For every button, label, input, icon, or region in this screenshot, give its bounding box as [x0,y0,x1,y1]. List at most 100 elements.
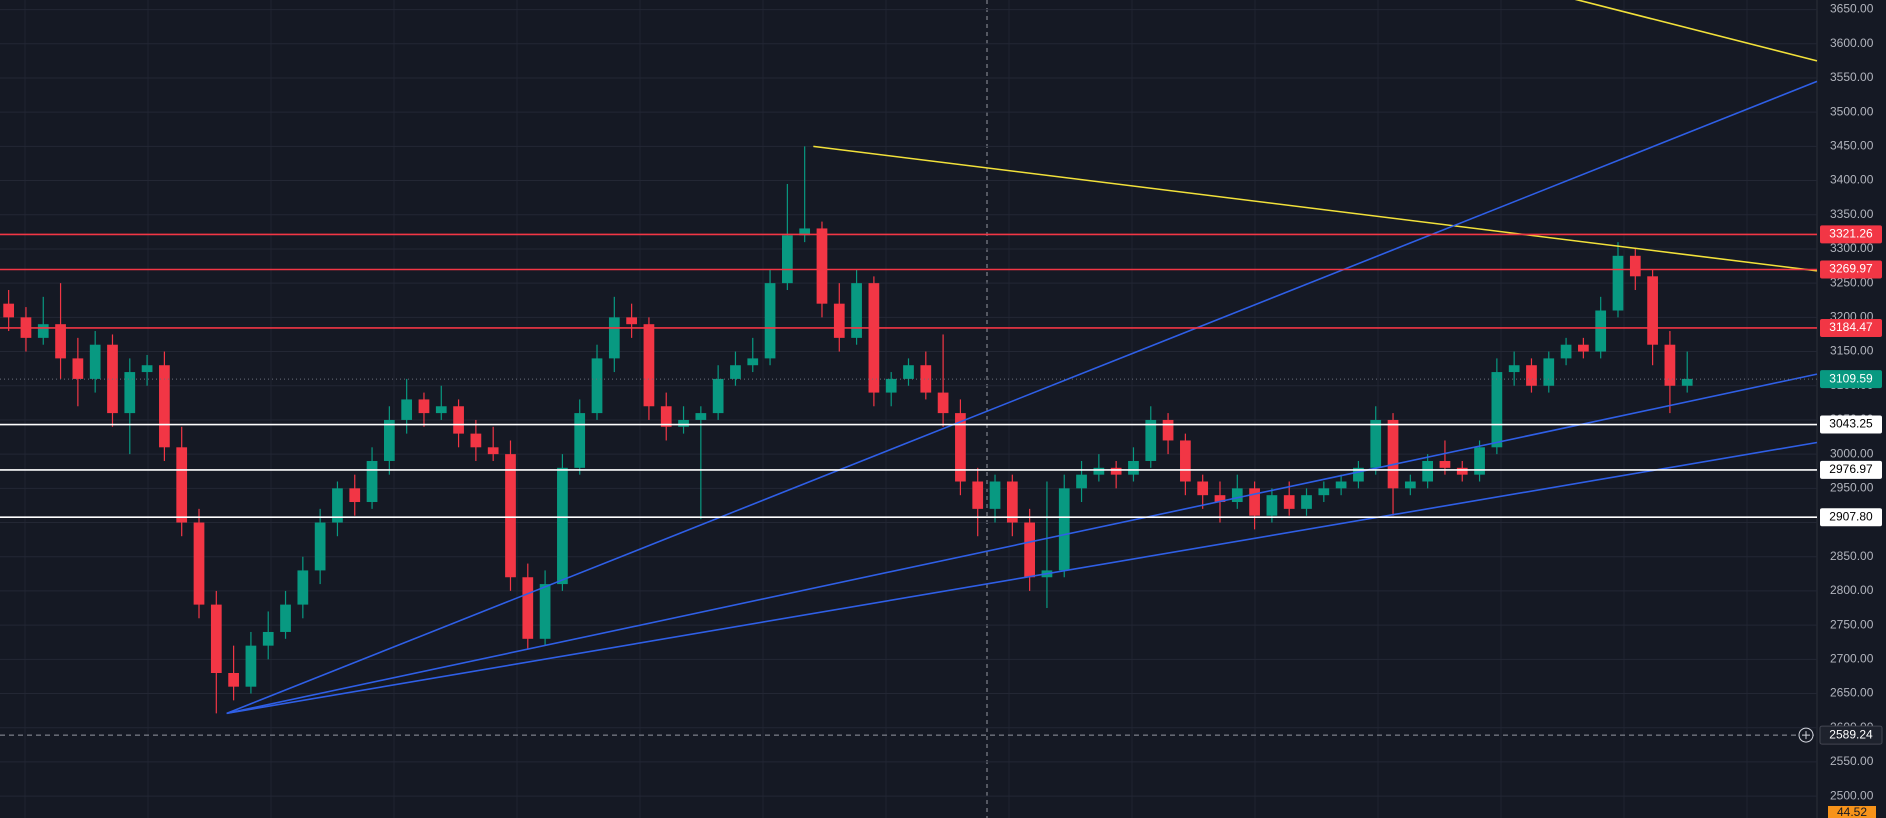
candle-body [262,631,274,646]
candle-body [1629,255,1641,277]
trendline [1574,0,1818,62]
candle-body [1681,378,1693,386]
y-tick-label: 2950.00 [1830,481,1874,495]
y-tick-label: 3250.00 [1830,275,1874,289]
y-tick-label: 2650.00 [1830,686,1874,700]
candle-body [210,604,222,674]
candle-body [1006,481,1018,523]
candle-body [1197,481,1209,496]
level-label: 2976.97 [1829,462,1873,476]
candle-body [885,378,897,393]
y-tick-label: 2750.00 [1830,617,1874,631]
trendline [813,145,1818,272]
candle-body [903,365,914,379]
candle-body [435,406,447,414]
level-label: 2589.24 [1829,727,1873,741]
candle-body [141,365,153,373]
candle-body [608,317,620,359]
candle-body [782,235,793,284]
candle-body [1456,467,1468,475]
level-label-box [1820,318,1882,337]
candle-body [470,433,482,448]
candle-body [799,228,811,236]
candle-body [574,413,586,468]
candle-body [1249,488,1260,516]
candle-body [1110,467,1122,475]
candle-body [1093,467,1105,475]
candle-body [1508,365,1520,373]
candle-body [1301,495,1312,509]
candle-body [37,324,49,338]
level-label: 3109.59 [1829,371,1873,385]
y-tick-label: 3600.00 [1830,36,1874,50]
candle-body [591,358,603,414]
level-label-box [1820,225,1882,244]
candle-body [487,447,499,455]
y-tick-label: 3300.00 [1830,241,1874,255]
candle-body [764,283,776,359]
candle-body [1283,495,1295,509]
candle-body [1145,419,1157,461]
y-tick-label: 3500.00 [1830,104,1874,118]
candle-body [176,447,188,523]
candle-body [1058,488,1070,571]
candle-body [505,454,516,578]
trendline [226,441,1818,715]
candle-body [1387,419,1399,489]
candle-body [453,406,464,434]
candle-body [366,460,378,503]
y-tick-label: 3400.00 [1830,173,1874,187]
y-tick-label: 2800.00 [1830,583,1874,597]
candle-body [1162,419,1174,441]
trendline [226,373,1818,715]
candle-body [833,303,845,338]
candle-body [678,419,689,427]
candle-body [383,419,395,461]
y-tick-label: 2700.00 [1830,651,1874,665]
candle-body [1595,310,1607,352]
candle-body [851,283,862,338]
candle-body [1439,460,1451,468]
candle-body [124,372,136,414]
candle-body [280,604,291,632]
candle-body [712,378,724,414]
candle-body [1474,447,1485,475]
candle-body [89,344,101,379]
candle-body [1404,481,1416,489]
y-tick-label: 2850.00 [1830,549,1874,563]
level-label-box [1820,260,1882,279]
candle-body [1128,460,1139,475]
candle-body [937,392,949,414]
level-label: 3043.25 [1829,417,1873,431]
trendline [226,80,1818,715]
level-label-box [1820,370,1882,389]
candle-body [1526,365,1537,386]
level-label: 2907.80 [1829,509,1873,523]
candle-body [557,467,568,585]
candle-body [3,303,15,318]
candle-body [1647,276,1658,345]
candle-body [1353,467,1364,482]
candle-body [1180,440,1191,482]
indicator-value: 44.52 [1837,805,1867,818]
candle-body [332,488,343,523]
candle-body [989,481,1001,509]
y-tick-label: 2550.00 [1830,754,1874,768]
candle-body [1318,488,1330,496]
candle-body [695,413,707,420]
candle-body [1664,344,1676,386]
candle-body [1560,344,1572,359]
candle-body [193,522,205,605]
y-tick-label: 3150.00 [1830,344,1874,358]
candle-body [1543,358,1555,386]
candle-body [955,413,966,482]
y-tick-label: 3650.00 [1830,2,1874,16]
candle-body [1076,474,1087,489]
level-label: 3269.97 [1829,262,1873,276]
level-label: 3321.26 [1829,227,1873,241]
level-label-box [1820,415,1882,434]
candle-body [1214,495,1226,503]
candle-body [816,228,828,304]
indicator-label-box [1828,806,1876,818]
candle-body [418,399,430,414]
